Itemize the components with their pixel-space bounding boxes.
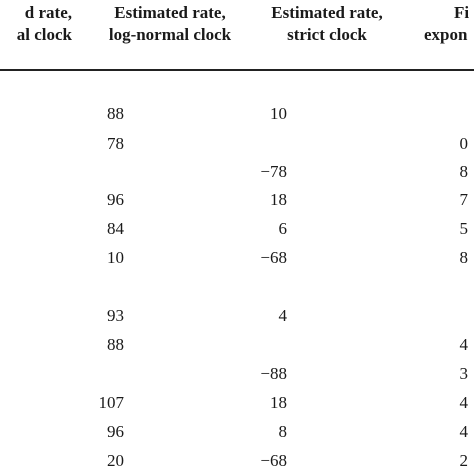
table-cell: 20 (107, 451, 124, 470)
table-cell: 93 (107, 306, 124, 325)
table-cell: 2 (459, 451, 469, 470)
table-cell: 78 (107, 134, 124, 153)
table-cell: −68 (260, 248, 287, 267)
table-cell: 7 (459, 190, 469, 209)
header-line1: d rate, (24, 3, 72, 22)
table-cell: 18 (270, 190, 287, 209)
table-cell: −68 (260, 451, 287, 470)
table-cell: 10 (107, 248, 124, 267)
table-cell: 96 (107, 422, 124, 441)
table-cell: 0 (459, 134, 469, 153)
table-cell: 96 (107, 190, 124, 209)
header-line2: strict clock (287, 25, 367, 44)
header-line2: expon (424, 25, 468, 44)
table-cell: 6 (278, 219, 288, 238)
header-line1: Estimated rate, (271, 3, 383, 22)
table-cell: −88 (260, 364, 287, 383)
table-cell: 4 (459, 393, 469, 412)
column-header-exponential: Fi expon (420, 2, 474, 46)
table-cell: 4 (459, 335, 469, 354)
table-cell: 88 (107, 104, 124, 123)
column-header-strict: Estimated rate, strict clock (252, 2, 402, 46)
table-cell: 88 (107, 335, 124, 354)
table-cell: −78 (260, 162, 287, 181)
header-line1: Estimated rate, (114, 3, 226, 22)
header-line1: Fi (454, 3, 470, 22)
table-cell: 4 (459, 422, 469, 441)
header-line2: log-normal clock (108, 25, 232, 44)
header-rule (0, 69, 474, 71)
table-cell: 8 (459, 162, 469, 181)
table-cell: 4 (278, 306, 288, 325)
column-header-lognormal: Estimated rate, log-normal clock (82, 2, 258, 46)
table-cell: 10 (270, 104, 287, 123)
table-cell: 84 (107, 219, 124, 238)
column-header-col0: d rate, al clock (0, 2, 72, 46)
table-cell: 107 (98, 393, 125, 412)
header-line2: al clock (16, 25, 72, 44)
table-cell: 8 (278, 422, 288, 441)
table-cell: 5 (459, 219, 469, 238)
table-cell: 18 (270, 393, 287, 412)
table-cell: 3 (459, 364, 469, 383)
table-cell: 8 (459, 248, 469, 267)
